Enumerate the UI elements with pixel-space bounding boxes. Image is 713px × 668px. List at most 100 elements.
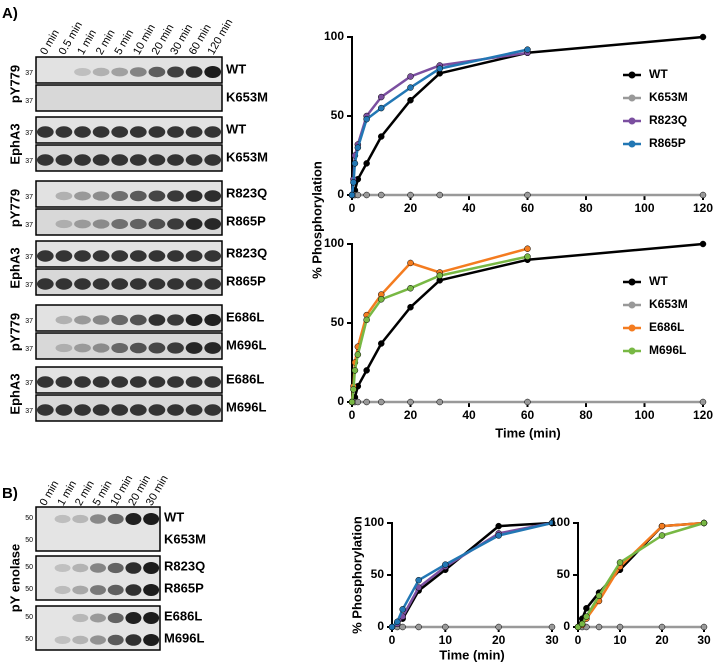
row-label: R823Q xyxy=(164,558,205,573)
band xyxy=(92,126,110,138)
band xyxy=(111,126,129,138)
band xyxy=(185,66,203,78)
data-point xyxy=(658,532,666,539)
blot-row xyxy=(35,84,223,112)
band xyxy=(129,67,147,77)
band xyxy=(204,404,222,416)
band xyxy=(204,218,222,230)
band xyxy=(107,612,124,624)
band xyxy=(92,191,110,201)
band xyxy=(148,278,166,290)
band xyxy=(92,376,110,388)
row-label: M696L xyxy=(164,630,205,645)
data-point xyxy=(436,191,443,199)
y-axis-label: % Phosphorylation xyxy=(349,516,364,634)
x-tick-label: 100 xyxy=(634,408,654,422)
legend-label: WT xyxy=(649,67,668,81)
band xyxy=(55,315,73,325)
data-point xyxy=(378,296,385,303)
series-line xyxy=(577,521,705,629)
band xyxy=(74,126,91,138)
band xyxy=(185,342,203,354)
band xyxy=(185,126,203,138)
band xyxy=(111,376,129,388)
data-point xyxy=(700,623,708,631)
legend-label: K653M xyxy=(649,90,688,104)
data-point xyxy=(407,191,414,199)
band xyxy=(129,404,147,416)
data-point xyxy=(407,84,414,91)
data-point xyxy=(699,191,707,199)
data-point xyxy=(595,592,603,600)
band xyxy=(36,126,54,138)
data-point xyxy=(348,191,356,199)
band xyxy=(129,154,147,166)
data-point xyxy=(524,245,531,252)
mw-marker: 50 xyxy=(25,564,33,571)
band xyxy=(125,584,142,596)
x-tick-label: 40 xyxy=(462,408,476,422)
mw-marker: 37 xyxy=(25,254,33,261)
x-tick-label: 80 xyxy=(579,408,593,422)
data-point xyxy=(378,93,385,101)
band xyxy=(92,67,110,77)
series-line xyxy=(391,521,553,628)
band xyxy=(55,126,73,138)
series-line xyxy=(577,521,705,629)
band xyxy=(167,314,184,326)
data-point xyxy=(378,398,385,406)
data-point xyxy=(378,340,385,347)
data-point xyxy=(442,561,449,568)
band xyxy=(55,404,73,416)
band xyxy=(185,376,203,388)
x-tick-label: 20 xyxy=(404,201,418,215)
data-point xyxy=(354,144,362,151)
mw-marker: 37 xyxy=(25,98,33,105)
band xyxy=(125,513,142,525)
mw-marker: 37 xyxy=(25,222,33,229)
antibody-label: pY779 xyxy=(7,65,22,103)
data-point xyxy=(495,522,502,530)
band xyxy=(54,514,71,524)
x-axis-label: Time (min) xyxy=(439,647,505,662)
data-point xyxy=(378,133,385,140)
band xyxy=(92,154,110,166)
x-tick-label: 60 xyxy=(521,201,535,215)
data-point xyxy=(616,623,624,631)
mw-marker: 37 xyxy=(25,194,33,201)
blot-row xyxy=(35,208,223,236)
y-tick-label: 0 xyxy=(563,619,570,633)
x-axis-label: Time (min) xyxy=(495,425,561,440)
band xyxy=(111,219,129,229)
y-tick-label: 0 xyxy=(377,619,384,633)
band xyxy=(167,126,184,138)
band xyxy=(148,250,166,262)
mw-marker: 50 xyxy=(25,586,33,593)
row-label: E686L xyxy=(164,608,202,623)
band xyxy=(72,585,89,595)
data-point xyxy=(348,398,356,406)
band xyxy=(204,190,222,202)
band xyxy=(74,315,91,325)
antibody-label: EphA3 xyxy=(7,373,22,414)
band xyxy=(204,342,222,354)
antibody-label: EphA3 xyxy=(7,247,22,288)
band xyxy=(148,126,166,138)
band xyxy=(111,404,129,416)
antibody-label: pY779 xyxy=(7,313,22,351)
row-label: K653M xyxy=(226,89,268,104)
band xyxy=(129,190,147,202)
data-point xyxy=(351,367,359,374)
data-point xyxy=(363,191,370,199)
band xyxy=(36,278,54,290)
y-tick-label: 100 xyxy=(550,515,570,529)
data-point xyxy=(350,179,357,186)
data-point xyxy=(442,623,449,631)
data-point xyxy=(407,96,414,104)
band xyxy=(148,154,166,166)
band xyxy=(74,278,91,290)
mw-marker: 37 xyxy=(25,130,33,137)
series-line xyxy=(391,521,553,629)
legend-marker xyxy=(628,301,636,309)
band xyxy=(36,250,54,262)
